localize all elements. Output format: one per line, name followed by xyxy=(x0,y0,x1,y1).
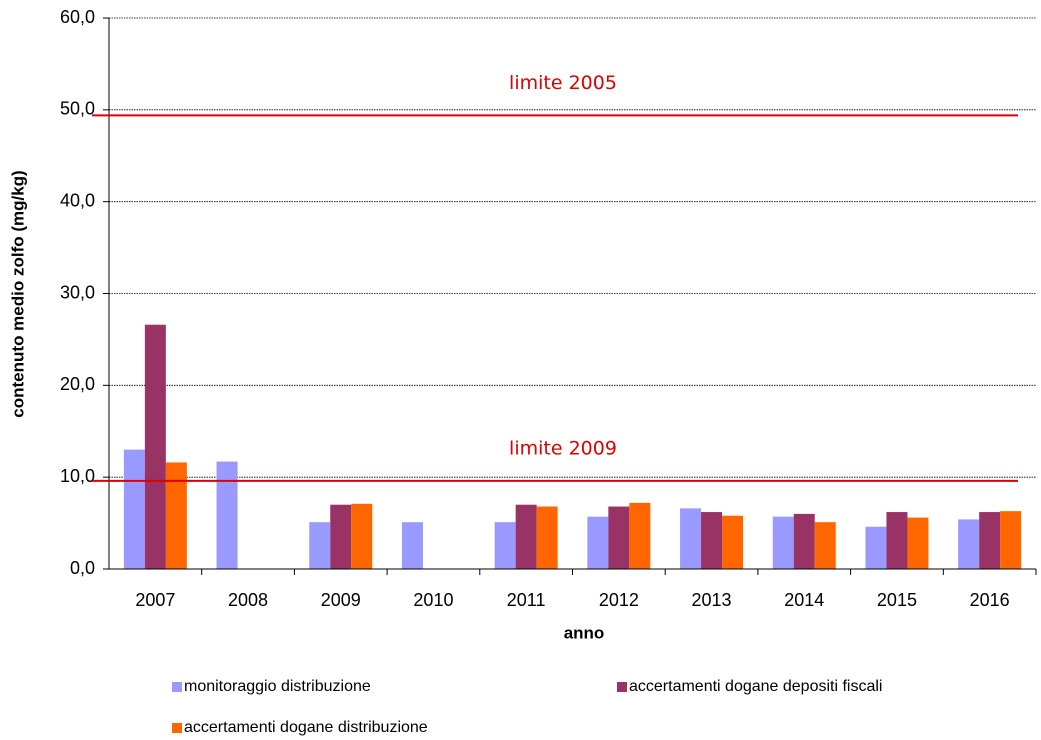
legend-label: accertamenti dogane distribuzione xyxy=(184,719,428,736)
x-tick-label: 2007 xyxy=(135,590,175,610)
y-axis-label: contenuto medio zolfo (mg/kg) xyxy=(8,170,27,417)
x-tick-label: 2015 xyxy=(877,590,917,610)
legend-label: accertamenti dogane depositi fiscali xyxy=(629,678,882,695)
y-tick-label: 40,0 xyxy=(60,190,95,210)
x-tick-label: 2010 xyxy=(413,590,453,610)
bar xyxy=(587,516,609,569)
y-tick-label: 30,0 xyxy=(60,282,95,302)
bar xyxy=(680,508,702,569)
y-tick-label: 10,0 xyxy=(60,466,95,486)
bar xyxy=(144,324,166,569)
bar xyxy=(123,449,145,569)
bar xyxy=(958,519,980,569)
x-tick-label: 2008 xyxy=(228,590,268,610)
bar xyxy=(536,506,558,569)
reference-label: limite 2009 xyxy=(509,437,617,459)
x-tick-label: 2016 xyxy=(970,590,1010,610)
bar xyxy=(814,522,836,569)
bar xyxy=(793,513,815,569)
x-tick-label: 2011 xyxy=(507,590,546,610)
bar xyxy=(979,512,1001,569)
bar xyxy=(165,462,187,569)
y-tick-label: 50,0 xyxy=(60,99,95,119)
reference-label: limite 2005 xyxy=(509,72,617,94)
bar xyxy=(629,502,651,569)
x-tick-label: 2013 xyxy=(692,590,732,610)
legend-swatch xyxy=(617,682,627,692)
y-tick-label: 20,0 xyxy=(60,374,95,394)
bar xyxy=(701,512,723,569)
x-tick-label: 2012 xyxy=(599,590,639,610)
x-axis-label: anno xyxy=(564,623,605,642)
bar xyxy=(865,526,887,569)
bar xyxy=(772,516,794,569)
bar xyxy=(351,503,373,569)
x-tick-label: 2014 xyxy=(784,590,824,610)
bar xyxy=(907,517,929,569)
bar xyxy=(494,522,516,569)
legend-swatch xyxy=(172,723,182,733)
y-tick-label: 60,0 xyxy=(60,7,95,27)
bar xyxy=(401,522,423,569)
bar xyxy=(608,506,630,569)
bar xyxy=(1000,511,1022,569)
legend-swatch xyxy=(172,682,182,692)
legend-label: monitoraggio distribuzione xyxy=(184,678,371,695)
bar xyxy=(886,512,908,569)
y-tick-label: 0,0 xyxy=(70,558,95,578)
x-tick-label: 2009 xyxy=(321,590,361,610)
bar xyxy=(722,515,744,569)
bar xyxy=(515,504,537,569)
bar xyxy=(309,522,331,569)
bar xyxy=(330,504,352,569)
bar xyxy=(216,461,238,569)
